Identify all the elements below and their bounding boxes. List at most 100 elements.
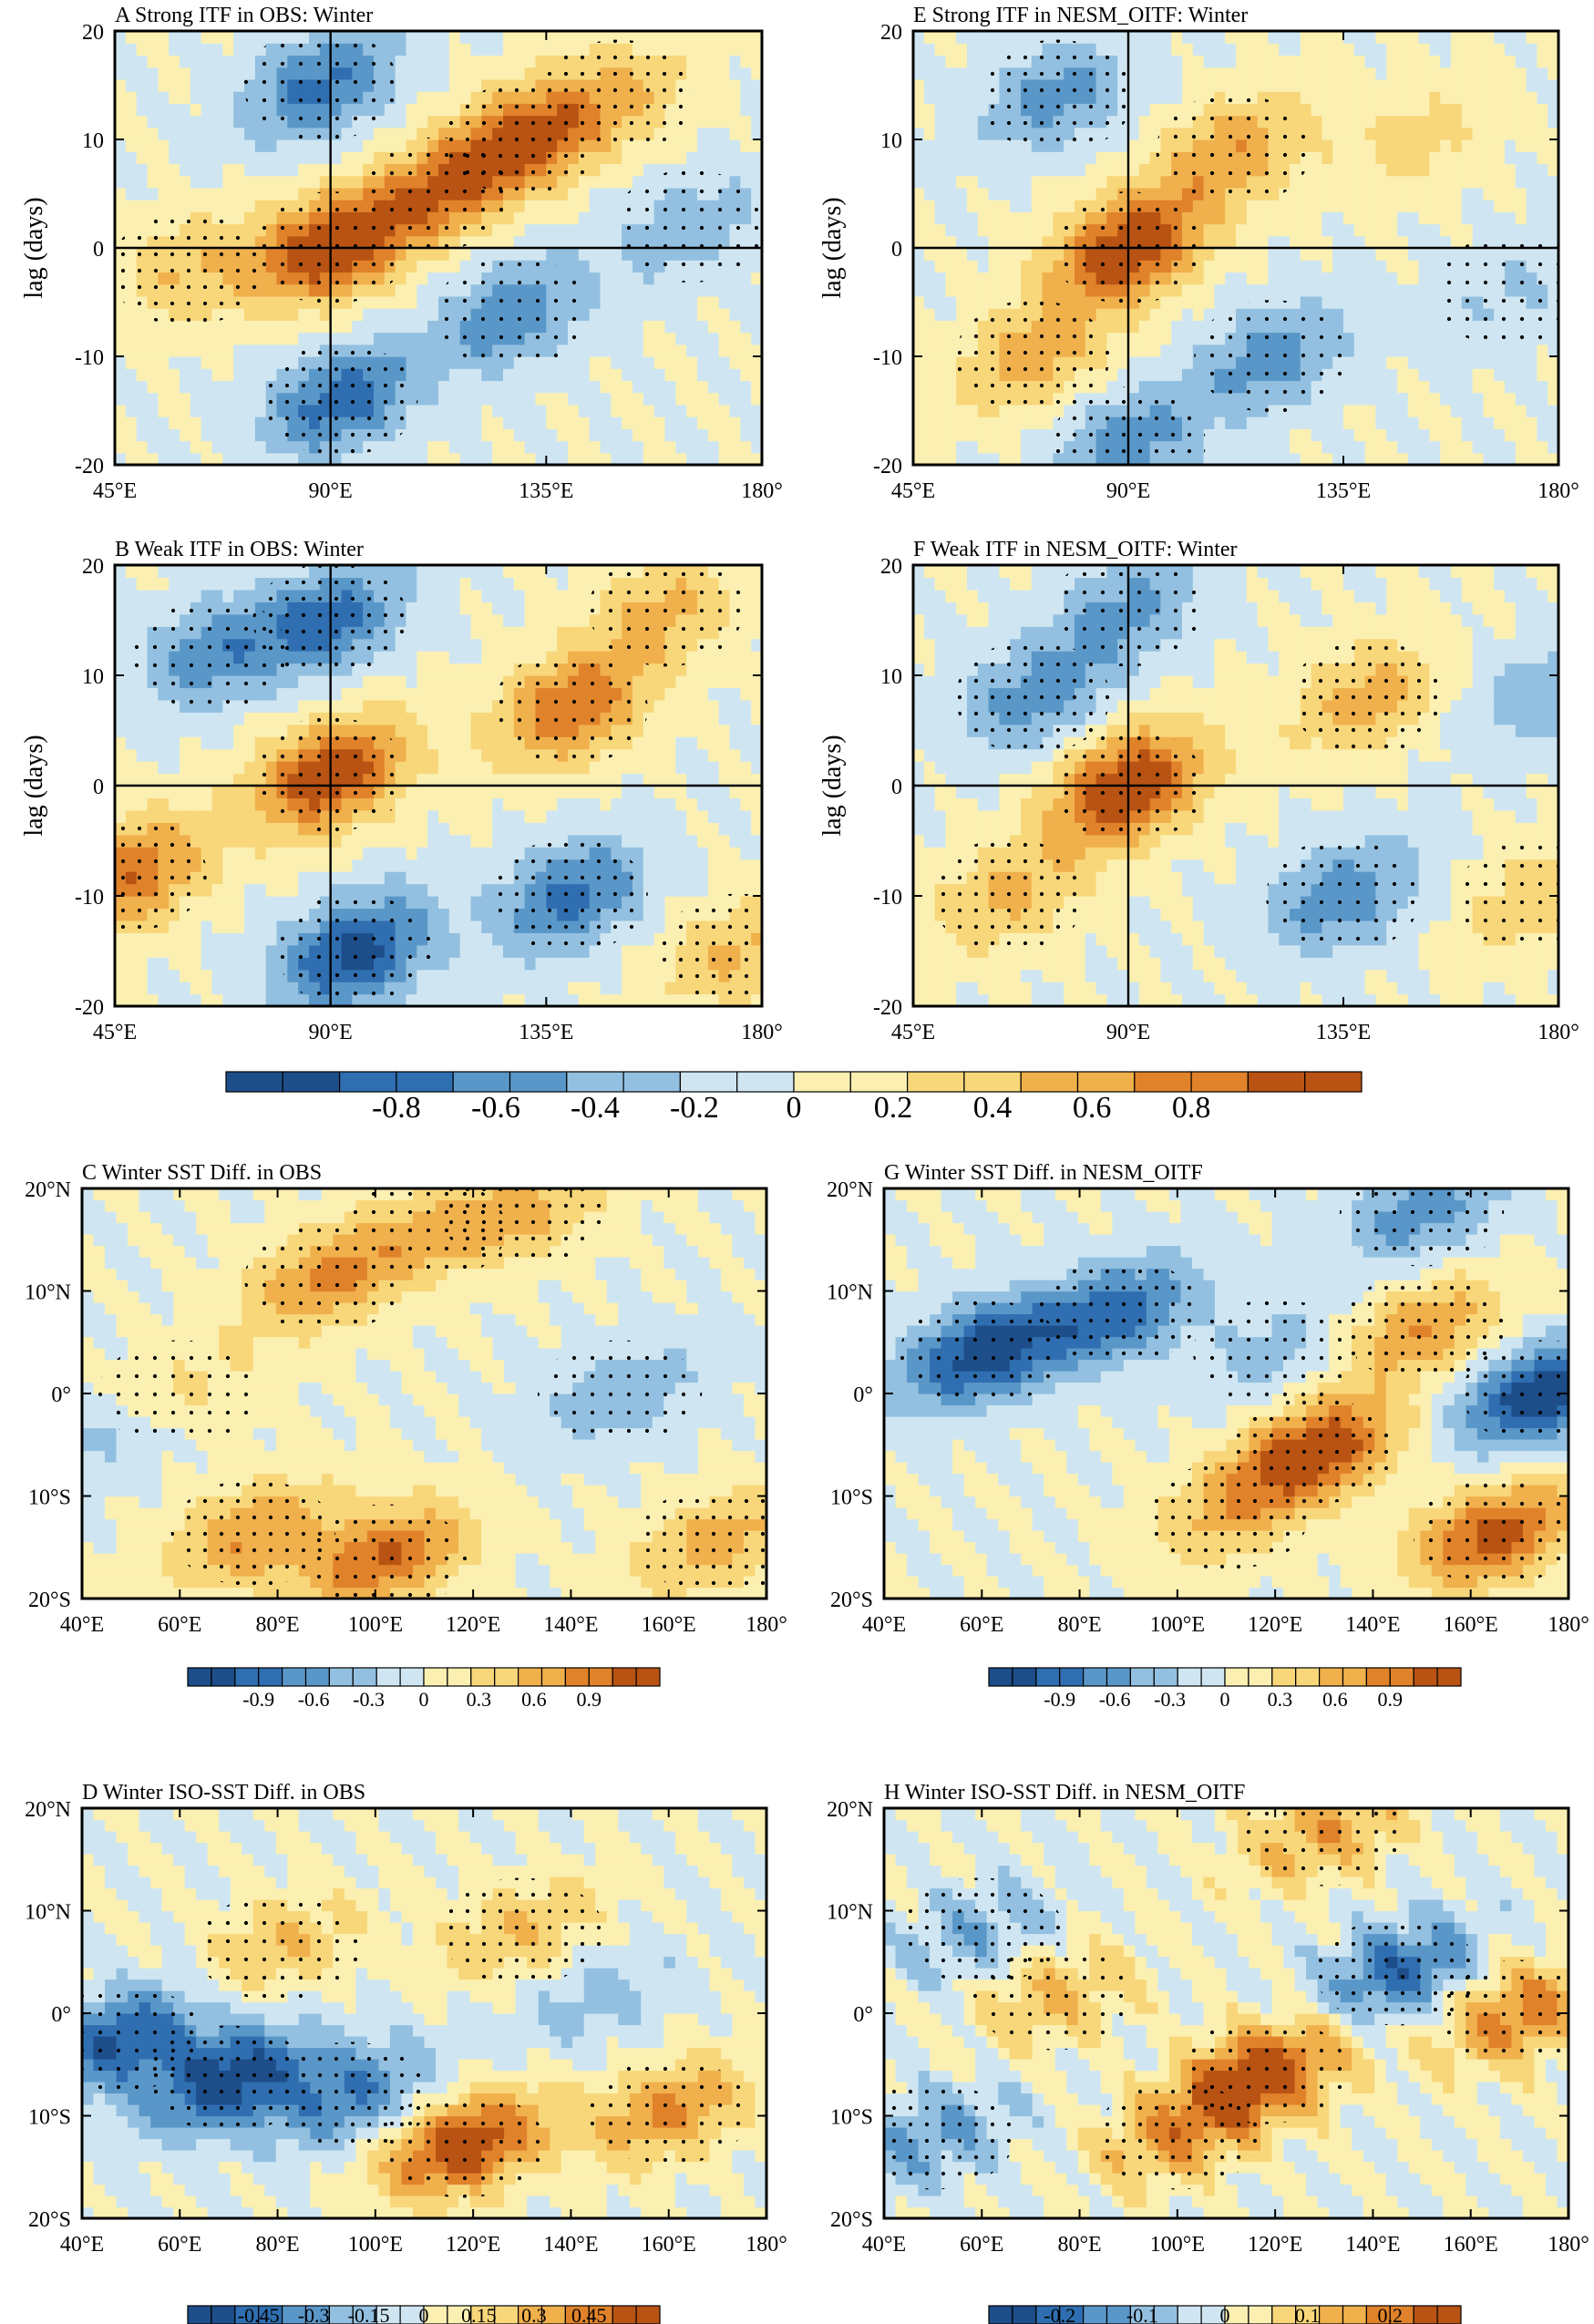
- cell: [589, 344, 602, 357]
- cell: [600, 163, 612, 177]
- cell: [751, 175, 762, 189]
- cell: [158, 78, 170, 92]
- cell: [697, 712, 709, 725]
- cell: [664, 440, 676, 454]
- cell: [600, 452, 612, 465]
- cell: [254, 452, 267, 465]
- cell: [568, 638, 580, 652]
- cell: [319, 834, 332, 848]
- cell: [568, 356, 580, 369]
- cell: [697, 127, 709, 140]
- cell: [169, 78, 180, 92]
- cell: [664, 283, 676, 297]
- cell: [406, 103, 417, 117]
- cell: [147, 748, 159, 762]
- cell: [568, 440, 580, 454]
- significance-stipple: [262, 343, 418, 457]
- cell: [945, 272, 957, 285]
- cell: [448, 91, 461, 104]
- cell: [718, 428, 731, 442]
- cell: [524, 43, 537, 57]
- cell: [492, 235, 504, 249]
- cell: [330, 675, 343, 689]
- cell: [180, 944, 191, 958]
- cell: [524, 368, 537, 382]
- cell: [546, 822, 558, 836]
- cell: [751, 724, 762, 737]
- cell: [352, 687, 364, 701]
- cell: [438, 78, 450, 92]
- cell: [751, 809, 762, 823]
- cell: [265, 822, 278, 836]
- cell: [254, 151, 267, 165]
- cell: [125, 969, 138, 982]
- cell: [374, 712, 386, 725]
- cell: [406, 565, 417, 579]
- cell: [438, 712, 450, 725]
- cell: [244, 356, 256, 369]
- cell: [589, 761, 602, 775]
- cell: [546, 602, 558, 615]
- cell: [265, 847, 278, 860]
- cell: [201, 944, 213, 958]
- cell: [697, 139, 709, 152]
- cell: [136, 127, 149, 140]
- cell: [524, 589, 537, 602]
- cell: [546, 200, 558, 212]
- cell: [169, 724, 180, 737]
- cell: [977, 272, 990, 285]
- cell: [740, 139, 752, 152]
- cell: [1075, 163, 1086, 177]
- cell: [438, 55, 450, 68]
- cell: [265, 834, 278, 848]
- cell: [729, 428, 741, 442]
- cell: [265, 428, 278, 442]
- cell: [923, 55, 936, 68]
- cell: [686, 332, 698, 345]
- cell: [740, 786, 752, 799]
- cell: [664, 151, 676, 165]
- cell: [481, 687, 493, 701]
- cell: [524, 822, 537, 836]
- cell: [977, 151, 990, 165]
- cell: [384, 675, 396, 689]
- cell: [945, 211, 957, 225]
- cell: [470, 932, 482, 946]
- cell: [503, 969, 515, 982]
- cell: [416, 103, 428, 117]
- cell: [341, 163, 353, 177]
- cell: [513, 380, 526, 394]
- cell: [363, 452, 375, 465]
- cell: [244, 151, 256, 165]
- cell: [568, 993, 580, 1006]
- cell: [622, 308, 633, 321]
- cell: [568, 589, 580, 602]
- cell: [945, 91, 957, 104]
- cell: [740, 127, 752, 140]
- cell: [276, 320, 288, 334]
- cell: [448, 797, 461, 811]
- cell: [158, 139, 170, 152]
- cell: [697, 31, 709, 44]
- cell: [374, 883, 386, 897]
- cell: [136, 163, 149, 177]
- cell: [298, 163, 310, 177]
- cell: [643, 416, 655, 429]
- cell: [664, 847, 676, 860]
- cell: [169, 200, 180, 212]
- cell: [697, 663, 709, 676]
- cell: [459, 404, 472, 417]
- cell: [622, 773, 633, 787]
- cell: [298, 452, 310, 465]
- cell: [546, 211, 558, 225]
- cell: [632, 773, 644, 787]
- cell: [686, 283, 698, 297]
- cell: [115, 200, 127, 212]
- cell: [406, 344, 417, 357]
- cell: [298, 675, 310, 689]
- cell: [1010, 163, 1022, 177]
- cell: [977, 211, 990, 225]
- cell: [115, 404, 127, 417]
- cell: [470, 602, 482, 615]
- cell: [988, 295, 1000, 309]
